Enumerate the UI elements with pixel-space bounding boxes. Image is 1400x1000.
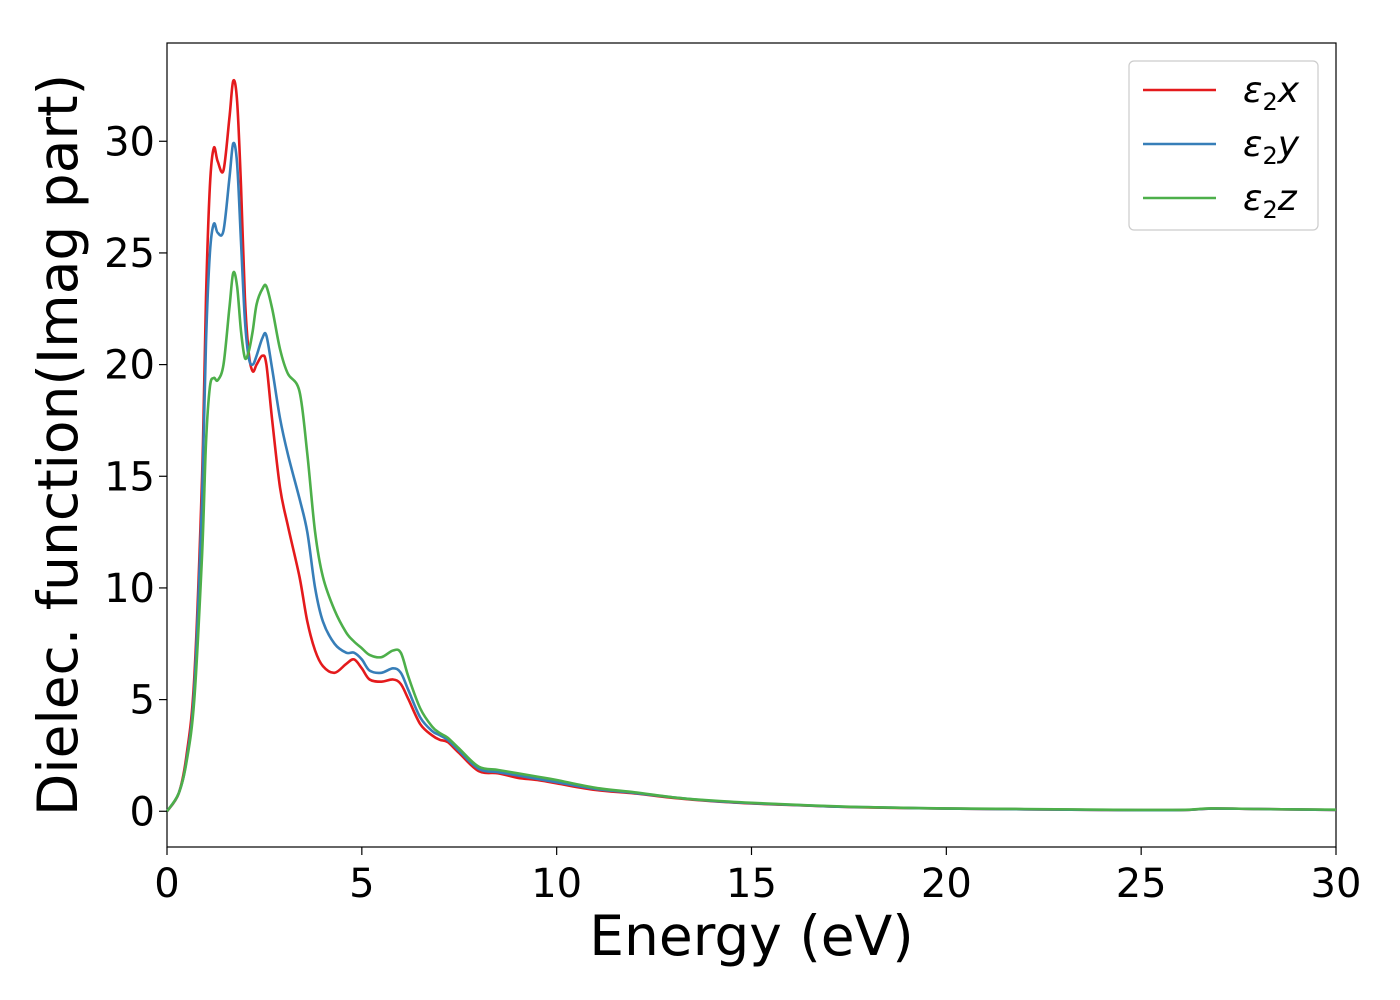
x-tick-label: 0 bbox=[154, 861, 179, 907]
y-tick-label: 5 bbox=[130, 678, 155, 724]
y-axis: 0 5 10 15 20 25 30 bbox=[104, 119, 167, 835]
series-layer bbox=[165, 78, 1337, 813]
x-tick-label: 5 bbox=[349, 861, 374, 907]
y-tick-label: 0 bbox=[130, 789, 155, 835]
legend-label-x: ε2x bbox=[1243, 70, 1300, 116]
y-tick-label: 25 bbox=[104, 231, 155, 277]
y-tick-label: 20 bbox=[104, 343, 155, 389]
x-axis: 0 5 10 15 20 25 30 bbox=[154, 847, 1361, 907]
series-line-z bbox=[165, 270, 1337, 813]
x-tick-label: 25 bbox=[1116, 861, 1167, 907]
x-tick-label: 20 bbox=[921, 861, 972, 907]
y-tick-label: 30 bbox=[104, 119, 155, 165]
y-tick-label: 15 bbox=[104, 454, 155, 500]
x-axis-label: Energy (eV) bbox=[589, 904, 913, 968]
y-tick-label: 10 bbox=[104, 566, 155, 612]
y-axis-label: Dielec. function(Imag part) bbox=[26, 74, 90, 816]
legend-label-y: ε2y bbox=[1243, 124, 1300, 170]
series-line-y bbox=[165, 141, 1337, 813]
x-tick-label: 10 bbox=[531, 861, 582, 907]
legend-label-z: ε2z bbox=[1243, 178, 1298, 224]
x-tick-label: 15 bbox=[726, 861, 777, 907]
x-tick-label: 30 bbox=[1311, 861, 1362, 907]
legend-box bbox=[1128, 60, 1319, 231]
legend: ε2x ε2y ε2z bbox=[1128, 60, 1319, 231]
